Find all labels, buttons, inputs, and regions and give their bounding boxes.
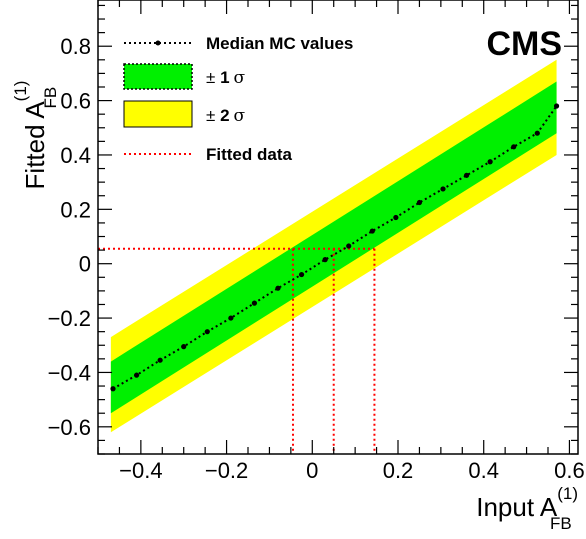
x-tick-label: 0.6 bbox=[554, 458, 585, 483]
x-axis-title-base: Input A bbox=[476, 492, 558, 522]
median-point bbox=[181, 344, 187, 350]
x-axis-title-sup: (1) bbox=[557, 484, 578, 503]
median-point bbox=[157, 357, 163, 363]
experiment-label: CMS bbox=[486, 25, 562, 63]
median-point bbox=[416, 199, 423, 206]
y-tick-label: −0.2 bbox=[48, 306, 91, 331]
legend-entry-median: Median MC values bbox=[124, 34, 353, 53]
y-tick-labels: −0.6 −0.4 −0.2 0 0.2 0.4 0.6 0.8 bbox=[48, 34, 91, 440]
median-point bbox=[204, 329, 210, 335]
x-tick-labels: −0.4 −0.2 0 0.2 0.4 0.6 bbox=[119, 458, 585, 483]
y-tick-label: −0.6 bbox=[48, 415, 91, 440]
median-point bbox=[275, 285, 281, 291]
legend-one-sigma-symbol: σ bbox=[234, 68, 246, 88]
y-axis-title-sup: (1) bbox=[11, 81, 30, 102]
x-tick-label: −0.2 bbox=[205, 458, 248, 483]
median-line bbox=[112, 105, 558, 390]
y-tick-label: 0.6 bbox=[60, 89, 91, 114]
x-tick-label: 0.4 bbox=[468, 458, 499, 483]
y-axis-title-base: Fitted A bbox=[20, 101, 50, 190]
median-point bbox=[511, 144, 517, 150]
median-point bbox=[346, 243, 352, 249]
x-tick-label: −0.4 bbox=[119, 458, 162, 483]
legend-one-sigma-swatch bbox=[123, 63, 193, 90]
median-point bbox=[133, 372, 140, 378]
median-point bbox=[393, 214, 399, 221]
plot-frame bbox=[97, 0, 579, 455]
median-point bbox=[298, 271, 305, 278]
median-point bbox=[369, 228, 375, 234]
median-point bbox=[553, 103, 560, 109]
legend-median-marker bbox=[155, 40, 161, 46]
legend-one-sigma-number: 1 bbox=[220, 68, 229, 87]
axis-ticks bbox=[97, 0, 578, 455]
median-mc-series bbox=[110, 103, 560, 392]
legend-entry-fitted: Fitted data bbox=[124, 145, 292, 164]
median-point bbox=[487, 159, 493, 165]
median-point bbox=[440, 186, 446, 192]
fitted-data-lines bbox=[98, 247, 376, 454]
legend-one-sigma-prefix: ± bbox=[206, 68, 220, 87]
median-point bbox=[228, 315, 234, 321]
median-point bbox=[110, 386, 116, 392]
median-point bbox=[463, 172, 470, 178]
y-tick-label: 0.2 bbox=[60, 197, 91, 222]
x-tick-label: 0.2 bbox=[383, 458, 414, 483]
y-tick-label: 0 bbox=[79, 252, 91, 277]
y-axis-title: Fitted A(1) FB bbox=[11, 81, 60, 190]
median-point bbox=[322, 257, 328, 263]
y-tick-label: 0.4 bbox=[60, 143, 91, 168]
legend-two-sigma-symbol: σ bbox=[234, 106, 246, 126]
uncertainty-bands bbox=[110, 59, 557, 433]
x-axis-title-sub: FB bbox=[550, 514, 572, 533]
median-point bbox=[534, 130, 540, 136]
y-tick-label: −0.4 bbox=[48, 360, 91, 385]
x-axis-title: Input A(1) FB bbox=[476, 484, 578, 533]
y-tick-label: 0.8 bbox=[60, 34, 91, 59]
y-axis-title-sub: FB bbox=[41, 87, 60, 109]
one-sigma-band bbox=[110, 81, 557, 414]
legend-median-label: Median MC values bbox=[206, 34, 353, 53]
legend-two-sigma-prefix: ± bbox=[206, 106, 220, 125]
legend-two-sigma-number: 2 bbox=[220, 106, 229, 125]
x-tick-label: 0 bbox=[306, 458, 318, 483]
legend-two-sigma-swatch bbox=[123, 100, 193, 128]
legend-fitted-label: Fitted data bbox=[206, 145, 292, 164]
median-point bbox=[251, 300, 258, 306]
